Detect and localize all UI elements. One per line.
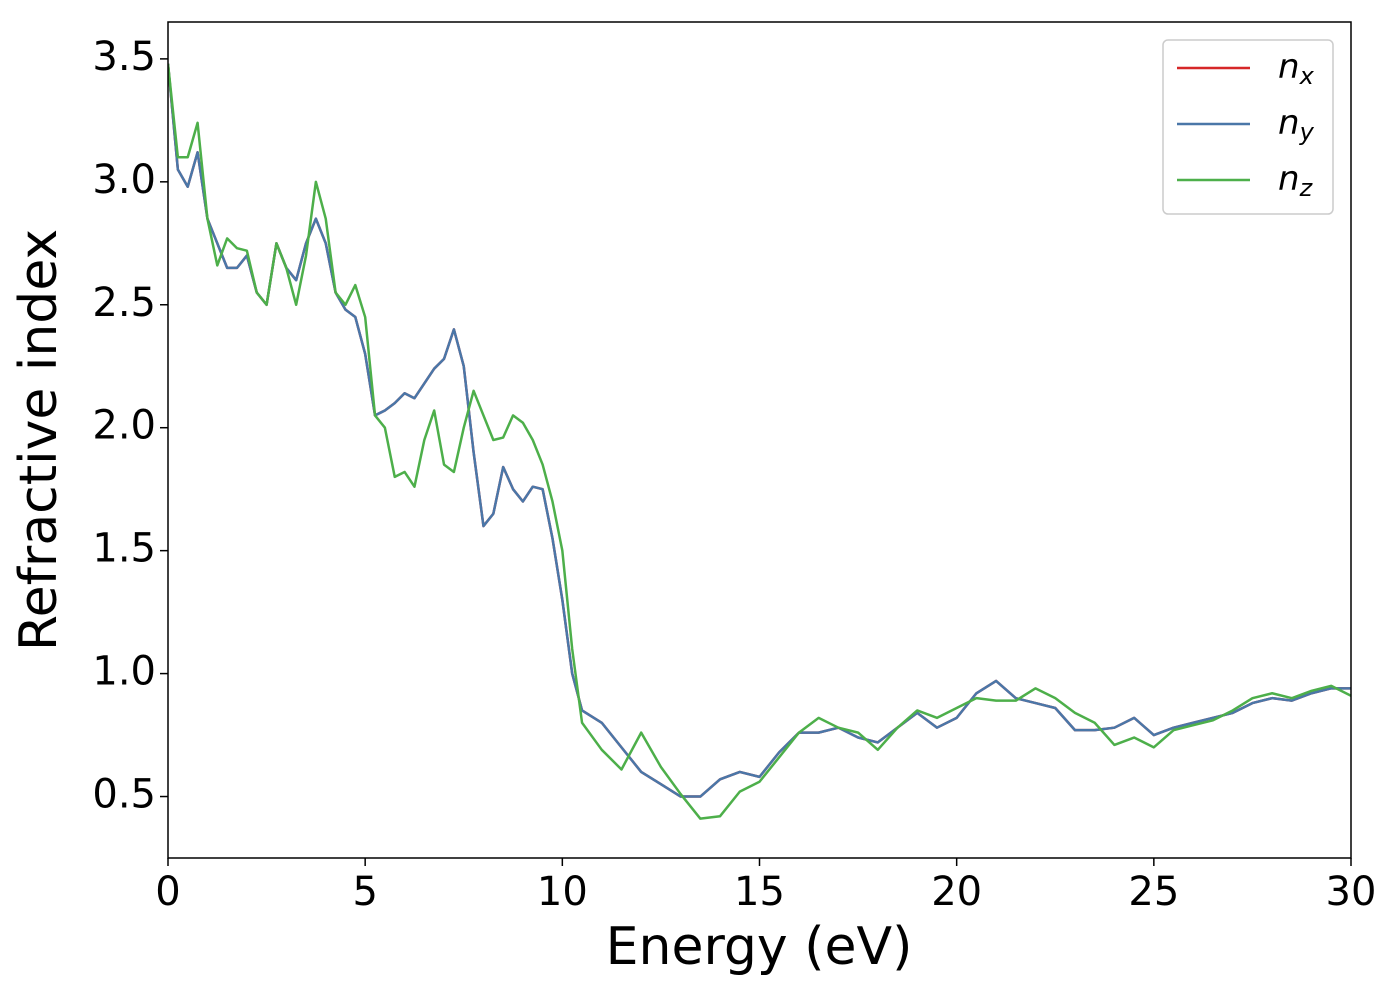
legend-label-main: n xyxy=(1278,103,1300,143)
series-line xyxy=(168,63,1351,820)
y-tick-label: 3.0 xyxy=(92,157,156,203)
x-axis-label: Energy (eV) xyxy=(606,917,913,977)
x-tick-label: 10 xyxy=(537,869,588,915)
x-tick-label: 25 xyxy=(1128,869,1179,915)
legend-label-sub: x xyxy=(1299,62,1315,90)
x-tick-label: 15 xyxy=(734,869,785,915)
y-tick-label: 3.5 xyxy=(92,34,156,80)
x-tick-label: 30 xyxy=(1326,869,1377,915)
y-tick-label: 1.0 xyxy=(92,649,156,695)
legend-label-main: n xyxy=(1278,47,1300,87)
x-tick-label: 0 xyxy=(155,869,180,915)
legend-box xyxy=(1162,39,1334,215)
x-tick-label: 5 xyxy=(352,869,377,915)
legend-label-sub: z xyxy=(1299,174,1314,202)
series-line xyxy=(168,63,1351,798)
plot-frame xyxy=(167,21,1352,859)
x-tick-label: 20 xyxy=(931,869,982,915)
y-tick-label: 1.5 xyxy=(92,526,156,572)
legend-label-main: n xyxy=(1278,159,1300,199)
legend-label: nx xyxy=(1278,47,1315,91)
legend-label-sub: y xyxy=(1299,118,1315,146)
y-tick-label: 0.5 xyxy=(92,772,156,818)
y-axis-label: Refractive index xyxy=(9,229,69,651)
legend-label: nz xyxy=(1278,159,1314,203)
y-tick-label: 2.5 xyxy=(92,280,156,326)
y-tick-label: 2.0 xyxy=(92,403,156,449)
legend-label: ny xyxy=(1278,103,1315,147)
